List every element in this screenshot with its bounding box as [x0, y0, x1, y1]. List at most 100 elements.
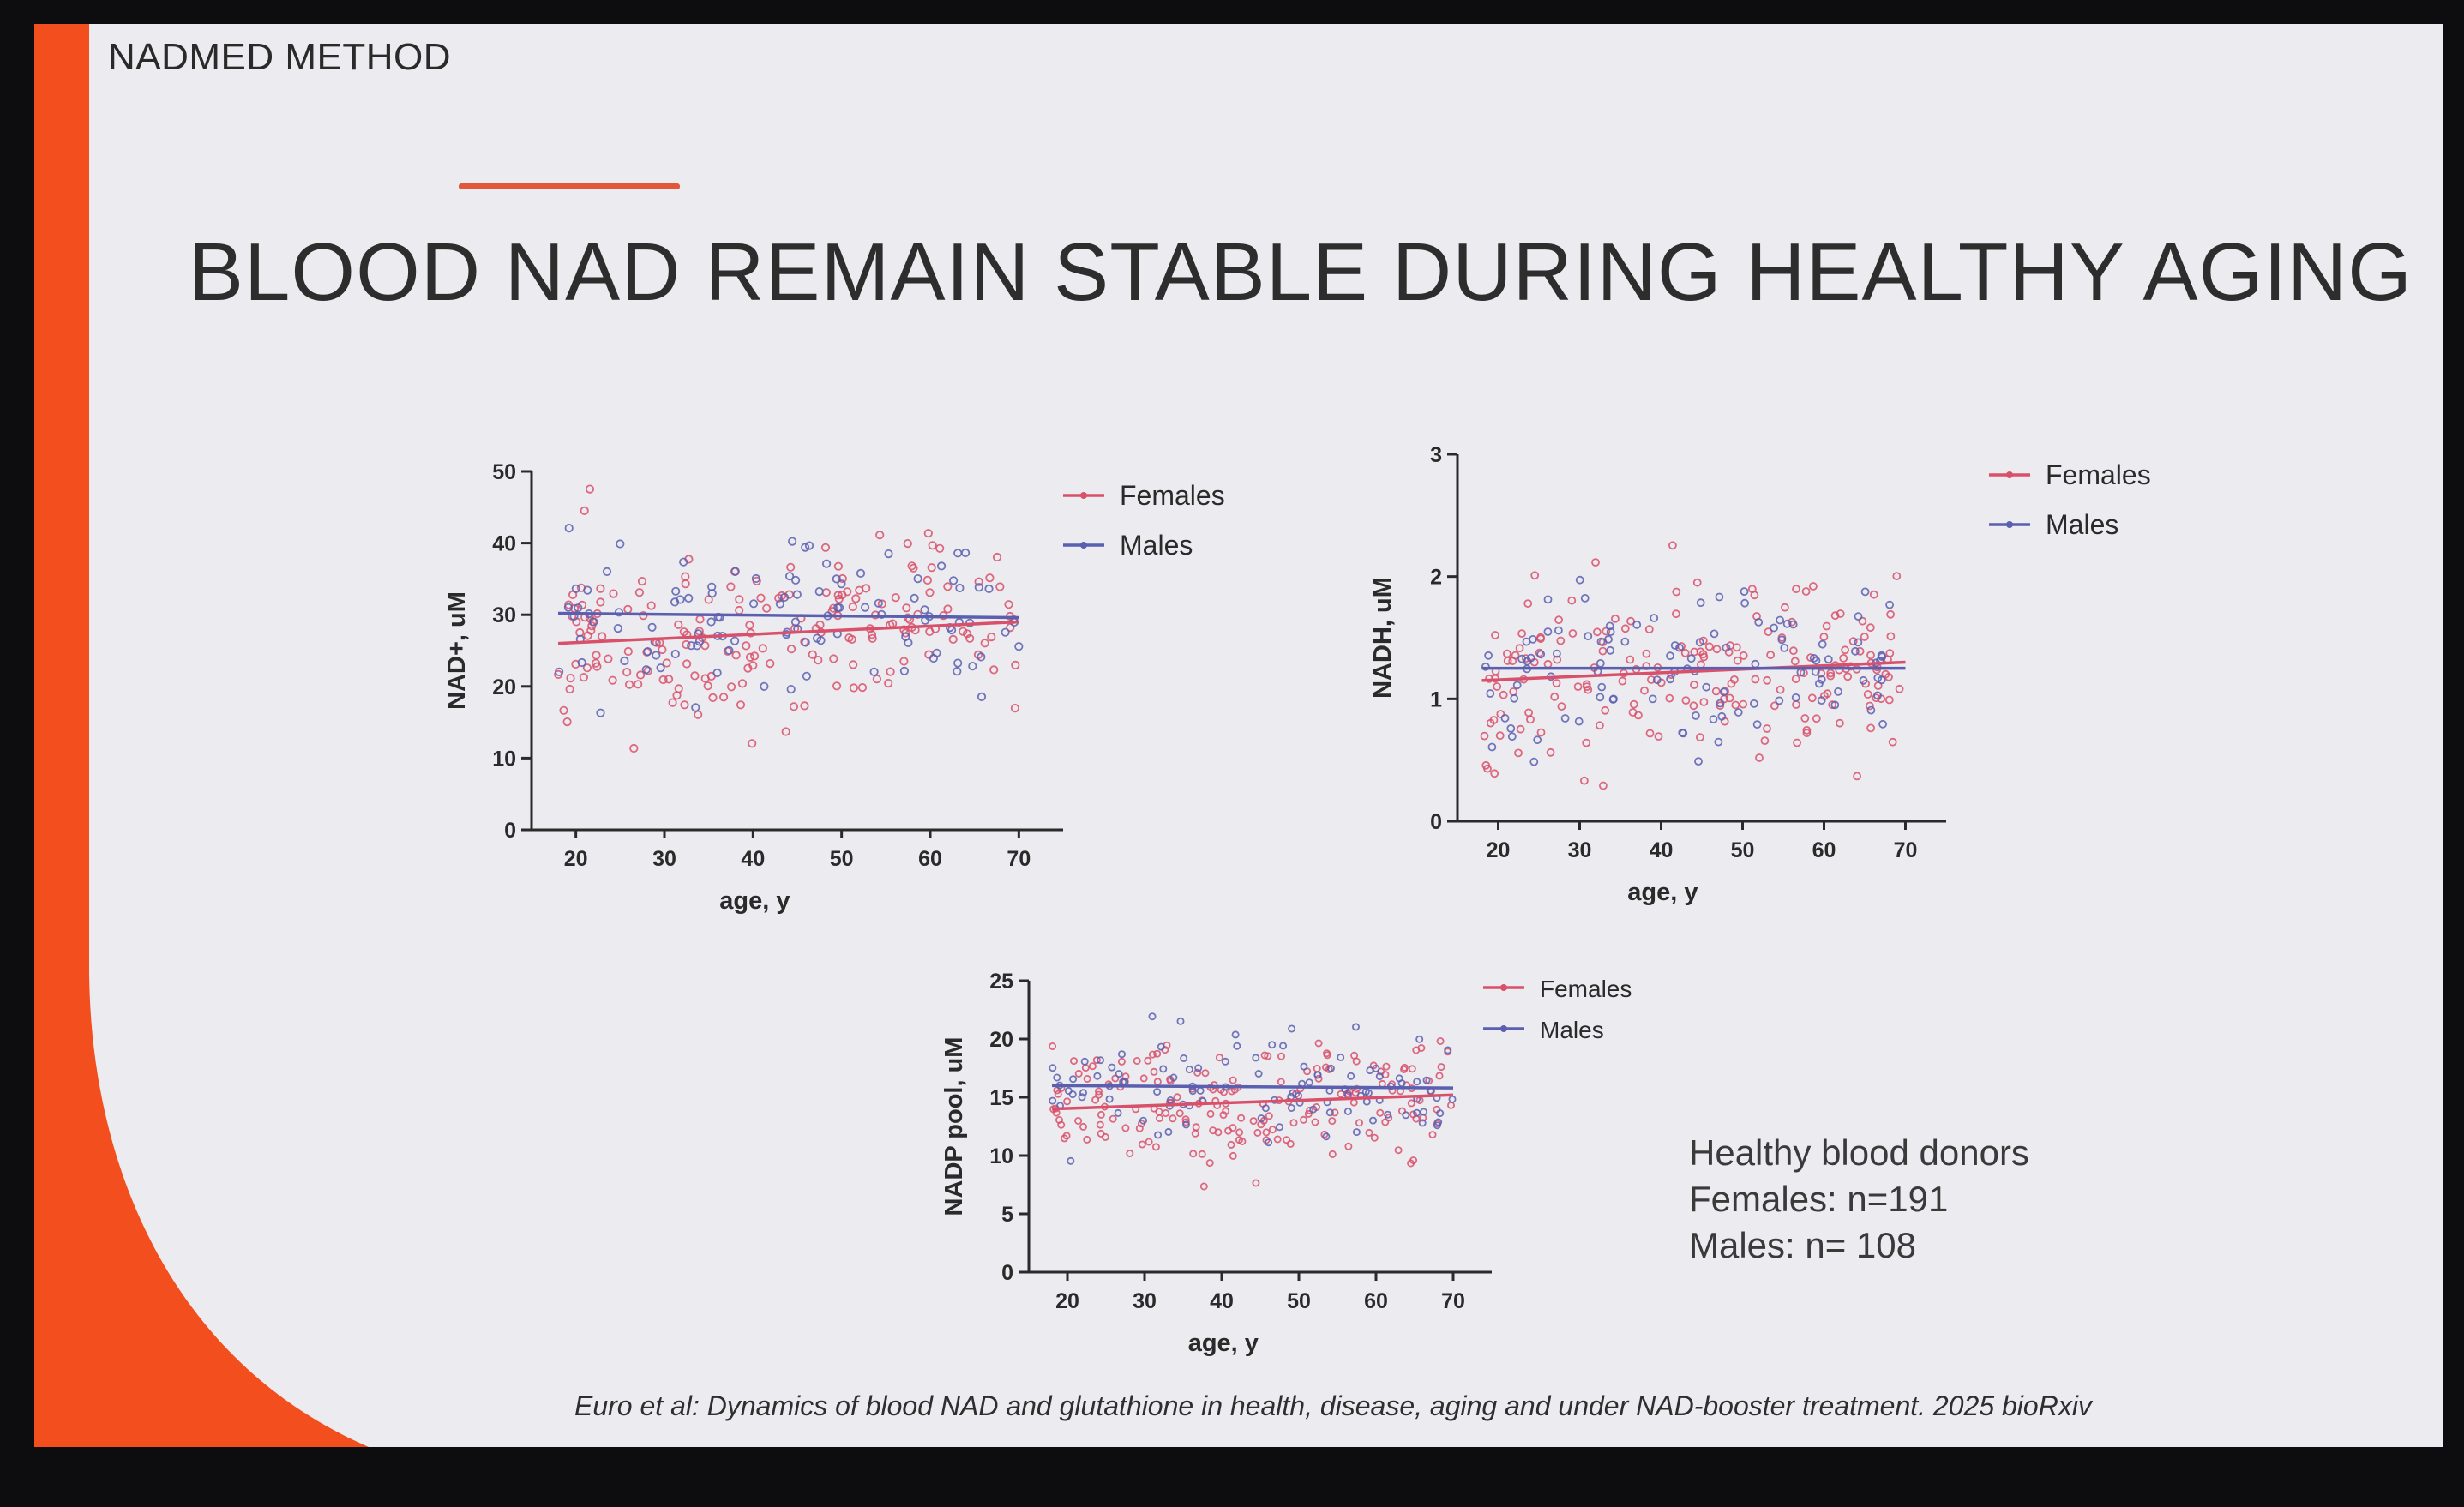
- data-point: [1331, 1108, 1339, 1117]
- x-tick-label: 40: [1210, 1289, 1234, 1313]
- data-point: [1169, 1073, 1178, 1082]
- y-tick-label: 3: [1430, 443, 1442, 467]
- data-point: [1886, 609, 1895, 619]
- data-point: [1435, 1072, 1444, 1080]
- data-point: [574, 603, 583, 613]
- data-point: [1417, 1043, 1426, 1052]
- data-point: [1481, 760, 1491, 770]
- data-point: [1279, 1042, 1288, 1050]
- data-point: [1093, 1072, 1102, 1080]
- data-point: [1791, 675, 1800, 684]
- data-point: [977, 692, 987, 701]
- data-point: [1529, 634, 1537, 644]
- data-point: [968, 661, 977, 671]
- data-point: [1060, 1134, 1068, 1143]
- data-point: [1097, 1110, 1105, 1119]
- y-tick-label: 0: [1430, 810, 1442, 834]
- x-tick-label: 60: [918, 847, 942, 871]
- data-point: [909, 563, 918, 573]
- data-point: [1384, 1110, 1392, 1119]
- data-point: [692, 641, 702, 651]
- data-point: [1486, 718, 1495, 728]
- data-point: [736, 700, 746, 710]
- data-point: [700, 641, 710, 651]
- data-point: [1114, 1108, 1122, 1117]
- data-point: [1719, 687, 1728, 697]
- data-point: [1299, 1115, 1307, 1124]
- data-point: [1448, 1095, 1457, 1103]
- data-point: [1262, 1128, 1271, 1137]
- data-point: [910, 593, 919, 603]
- data-point: [815, 620, 825, 630]
- data-point: [1644, 625, 1654, 634]
- data-point: [1289, 1089, 1297, 1097]
- data-point: [1257, 1114, 1265, 1123]
- data-point: [766, 658, 775, 669]
- data-point: [563, 603, 573, 612]
- data-point: [1355, 1119, 1364, 1127]
- data-point: [679, 627, 688, 637]
- trend-line: [1051, 1084, 1454, 1090]
- data-point: [585, 484, 595, 494]
- data-point: [564, 524, 574, 533]
- data-point: [1176, 1017, 1185, 1025]
- data-point: [624, 680, 634, 689]
- data-point: [1495, 731, 1505, 741]
- data-point: [682, 639, 691, 650]
- data-point: [1481, 662, 1490, 671]
- data-point: [1349, 1098, 1358, 1107]
- data-point: [948, 634, 958, 644]
- y-tick-label: 0: [504, 819, 516, 843]
- x-tick-label: 20: [1487, 838, 1511, 862]
- data-point: [953, 549, 963, 558]
- data-point: [609, 589, 618, 598]
- data-point: [1579, 776, 1589, 785]
- data-point: [580, 506, 589, 516]
- data-point: [838, 573, 847, 584]
- data-point: [899, 666, 910, 675]
- data-point: [1235, 1128, 1244, 1137]
- data-point: [1370, 1133, 1379, 1142]
- data-point: [1620, 637, 1630, 646]
- data-point: [1582, 738, 1591, 747]
- data-point: [849, 683, 859, 693]
- legend-marker: [2006, 521, 2013, 528]
- data-point: [1206, 1109, 1215, 1118]
- data-point: [1740, 587, 1749, 597]
- y-tick-label: 2: [1430, 566, 1442, 590]
- data-point: [1524, 708, 1534, 717]
- data-point: [1557, 702, 1566, 711]
- data-point: [1884, 695, 1894, 705]
- data-point: [671, 586, 681, 596]
- data-point: [1080, 1057, 1089, 1066]
- data-point: [1296, 1084, 1305, 1093]
- data-point: [833, 591, 843, 600]
- data-point: [857, 682, 868, 693]
- data-point: [592, 651, 601, 660]
- data-point: [1604, 634, 1613, 644]
- data-point: [1859, 675, 1868, 685]
- y-tick-label: 0: [1001, 1261, 1013, 1285]
- data-point: [1536, 728, 1546, 737]
- data-point: [1543, 627, 1553, 636]
- data-point: [1069, 1075, 1078, 1084]
- data-point: [1626, 616, 1635, 626]
- data-point: [1094, 1087, 1103, 1096]
- data-point: [1264, 1052, 1272, 1060]
- data-point: [1554, 615, 1564, 625]
- data-point: [1601, 705, 1610, 715]
- data-point: [1139, 1116, 1147, 1125]
- data-point: [1268, 1041, 1277, 1049]
- data-point: [1824, 655, 1833, 664]
- data-point: [1866, 705, 1876, 715]
- data-point: [922, 575, 933, 585]
- data-point: [1800, 714, 1810, 723]
- data-point: [1286, 1139, 1295, 1148]
- data-point: [1229, 1151, 1237, 1160]
- data-point: [943, 604, 953, 614]
- data-point: [1780, 643, 1789, 652]
- data-point: [1866, 701, 1874, 711]
- data-point: [1402, 1111, 1410, 1120]
- data-point: [1115, 1070, 1123, 1078]
- data-point: [681, 579, 690, 589]
